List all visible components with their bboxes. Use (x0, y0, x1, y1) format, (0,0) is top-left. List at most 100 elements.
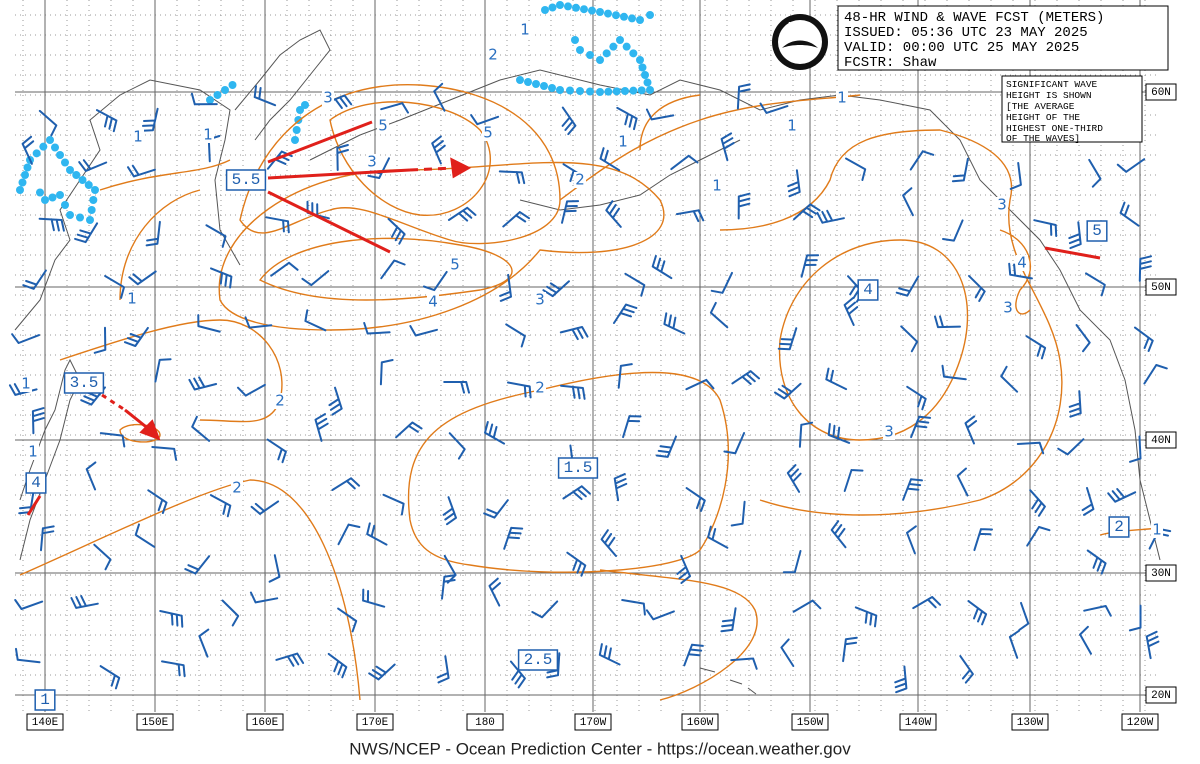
ice-dot (596, 8, 604, 16)
wind-barb (1057, 438, 1085, 456)
wind-barb (368, 663, 396, 681)
contour-label: 5 (483, 124, 493, 142)
ice-dot (206, 96, 214, 104)
wind-barb (1085, 272, 1106, 297)
wind-barb (1016, 441, 1045, 455)
wind-barb (906, 525, 917, 555)
wind-barb (1033, 219, 1058, 237)
ice-dot (46, 136, 54, 144)
ice-dot (548, 84, 556, 92)
wind-barb (327, 652, 348, 679)
wave-height-box: 3.5 (70, 374, 99, 392)
noaa-logo: NOAA (772, 14, 828, 70)
wind-barb (621, 599, 646, 616)
label-bg (274, 393, 286, 409)
label-bg (519, 22, 531, 38)
ice-dot (16, 186, 24, 194)
ice-dot (643, 78, 652, 87)
wind-barb (331, 477, 361, 491)
track-line (26, 495, 42, 516)
box-frame (25, 472, 47, 494)
contour-label: 5 (378, 117, 388, 135)
wind-barb (663, 312, 686, 335)
label-frame (1145, 686, 1177, 704)
label-bg (617, 134, 629, 150)
wind-barb (1083, 605, 1112, 617)
longitude-label: 130W (1017, 717, 1044, 729)
contour-label: 4 (428, 293, 438, 311)
wind-barb (70, 595, 99, 609)
wave-height-box: 4 (31, 474, 41, 492)
wind-barb (1119, 201, 1140, 227)
label-frame (26, 713, 64, 731)
wind-barb (854, 606, 878, 628)
wind-barb (956, 467, 969, 497)
aleutian-chain (519, 139, 741, 211)
ice-dot (629, 49, 638, 58)
longitude-label: 170W (580, 717, 607, 729)
north-america-coast (309, 69, 1161, 561)
label-bg (786, 118, 798, 134)
wind-barb (900, 325, 919, 353)
wind-barb (505, 323, 526, 348)
wind-barb (447, 206, 477, 222)
label-bg (27, 444, 39, 460)
wind-barb (685, 487, 706, 512)
ice-dot (89, 196, 98, 204)
track-line (267, 120, 373, 164)
wind-barb (613, 473, 628, 502)
contour (599, 569, 758, 701)
label-bg (574, 172, 586, 188)
wind-barb (827, 423, 851, 444)
ice-dot (72, 171, 81, 179)
longitude-label: 150W (797, 717, 824, 729)
wind-barb (1145, 630, 1160, 660)
ice-dot (87, 206, 96, 214)
ice-dot (213, 91, 222, 99)
wind-barb (616, 106, 638, 131)
longitude-label: 180 (475, 717, 495, 729)
wind-barb (731, 370, 760, 385)
wind-barb (1008, 262, 1033, 280)
ice-dot (637, 86, 646, 95)
wind-barb (710, 271, 733, 294)
wind-barb (951, 157, 969, 183)
wind-barb (1081, 487, 1095, 516)
wind-barb (655, 435, 677, 458)
ice-dot (612, 11, 620, 20)
contour-label: 1 (520, 21, 530, 39)
box-frame (517, 649, 559, 671)
header-box: 48-HR WIND & WAVE FCST (METERS) ISSUED: … (837, 5, 1169, 71)
wind-barb (249, 591, 279, 604)
header-line: VALID: 00:00 UTC 25 MAY 2025 (844, 40, 1079, 56)
wind-barb (93, 543, 112, 571)
wind-barb (1079, 625, 1092, 655)
wind-barb (448, 432, 466, 460)
label-frame (356, 713, 394, 731)
label-bg (1016, 255, 1028, 271)
wind-barb (894, 665, 908, 694)
wind-barb (502, 211, 530, 228)
wind-barb (542, 280, 570, 298)
wind-barb (676, 555, 691, 584)
contour (258, 237, 513, 301)
ice-dot (91, 186, 99, 194)
wind-barb (845, 157, 867, 181)
longitude-label: 140E (32, 717, 59, 729)
wind-barb (337, 607, 358, 633)
wind-barb (11, 333, 41, 344)
ice-dot (221, 86, 229, 94)
note-line: OF THE WAVES] (1006, 133, 1080, 144)
contour (559, 94, 861, 201)
note-box: SIGNIFICANT WAVE HEIGHT IS SHOWN [THE AV… (1001, 75, 1143, 144)
contour-label: 1 (127, 290, 137, 308)
wind-barb (184, 555, 211, 575)
ice-dot (646, 86, 654, 94)
label-bg (711, 178, 723, 194)
ice-dot (296, 106, 304, 114)
contour (119, 189, 201, 301)
wind-barb (792, 599, 822, 613)
ice-dot (612, 87, 621, 96)
ice-dot (596, 56, 604, 64)
ice-dot (636, 56, 644, 64)
